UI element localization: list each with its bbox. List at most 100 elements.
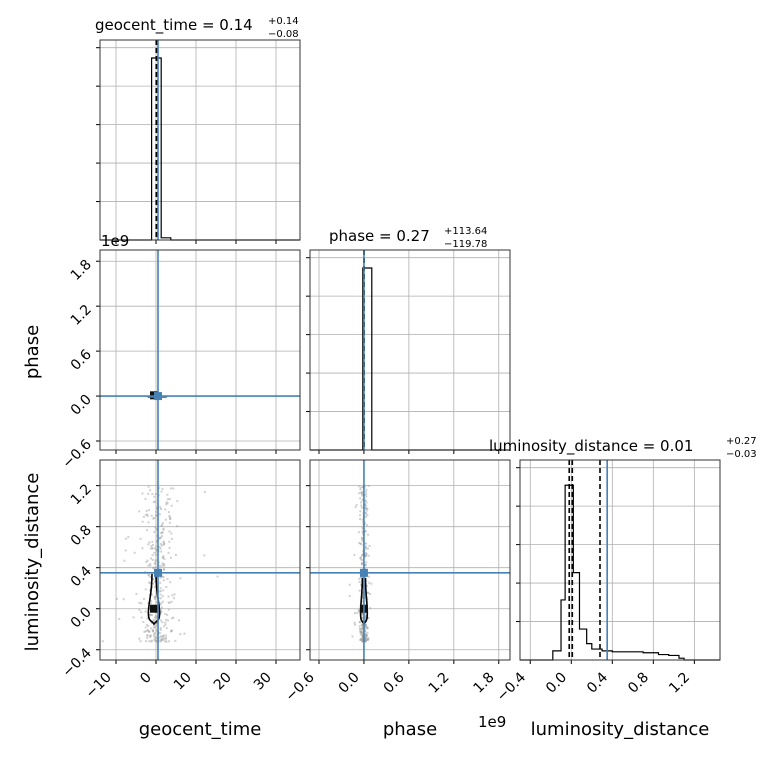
scatter-point bbox=[155, 548, 158, 551]
scatter-point bbox=[160, 490, 163, 493]
tick-label-x: −0.6 bbox=[282, 669, 317, 704]
scatter-point bbox=[164, 637, 167, 640]
scatter-point bbox=[361, 627, 364, 630]
scatter-point bbox=[365, 634, 368, 637]
scatter-point bbox=[365, 634, 368, 637]
scatter-point bbox=[169, 487, 172, 490]
scatter-point bbox=[367, 533, 370, 536]
scatter-point bbox=[161, 522, 164, 525]
scatter-point bbox=[367, 547, 370, 550]
scatter-point bbox=[141, 520, 144, 523]
scatter-point bbox=[358, 625, 361, 628]
scatter-point bbox=[154, 526, 157, 529]
scatter-point bbox=[166, 578, 169, 581]
title-geocent-time-main: geocent_time = 0.14 bbox=[95, 16, 253, 35]
title-luminosity-distance-sup: +0.27 bbox=[726, 436, 757, 447]
scatter-point bbox=[166, 493, 169, 496]
scatter-point bbox=[361, 611, 364, 614]
scatter-point bbox=[163, 568, 166, 571]
scatter-point bbox=[360, 623, 363, 626]
scatter-point bbox=[140, 602, 143, 605]
scatter-point bbox=[364, 636, 367, 639]
scatter-point bbox=[367, 484, 370, 487]
scatter-point bbox=[150, 627, 153, 630]
scatter-point bbox=[361, 636, 364, 639]
scatter-point bbox=[149, 589, 152, 592]
scatter-point bbox=[161, 531, 164, 534]
scatter-point bbox=[144, 588, 147, 591]
scatter-point bbox=[364, 617, 367, 620]
scatter-point bbox=[154, 559, 157, 562]
scatter-point bbox=[147, 573, 150, 576]
scatter-point bbox=[150, 639, 153, 642]
scatter-point bbox=[365, 512, 368, 515]
tick-label-y: 0.0 bbox=[68, 392, 95, 419]
scatter-point bbox=[362, 550, 365, 553]
scatter-point bbox=[167, 511, 170, 514]
scatter-point bbox=[133, 551, 136, 554]
scatter-point bbox=[154, 493, 157, 496]
scatter-point bbox=[369, 607, 372, 610]
scatter-point bbox=[356, 611, 359, 614]
scatter-point bbox=[166, 498, 169, 501]
scatter-point bbox=[153, 530, 156, 533]
scatter-point bbox=[361, 640, 364, 643]
scatter-point bbox=[364, 485, 367, 488]
scatter-point bbox=[360, 576, 363, 579]
scatter-point bbox=[145, 509, 148, 512]
scatter-point bbox=[364, 640, 367, 643]
scatter-point bbox=[161, 535, 164, 538]
scatter-point bbox=[159, 542, 162, 545]
scatter-point bbox=[167, 608, 170, 611]
scatter-point bbox=[170, 532, 173, 535]
scatter-point bbox=[365, 505, 368, 508]
scatter-point bbox=[360, 613, 363, 616]
scatter-point bbox=[364, 545, 367, 548]
scatter-point bbox=[158, 513, 161, 516]
scatter-point bbox=[358, 620, 361, 623]
scatter-point bbox=[365, 507, 368, 510]
scatter-point bbox=[365, 634, 368, 637]
scatter-point bbox=[161, 595, 164, 598]
tick-label-y: 1.2 bbox=[68, 302, 95, 329]
scatter-point bbox=[359, 631, 362, 634]
scatter-point bbox=[367, 616, 370, 619]
scatter-point bbox=[162, 543, 165, 546]
scatter-point bbox=[161, 638, 164, 641]
ylabel-phase: phase bbox=[22, 325, 43, 379]
scatter-point bbox=[357, 609, 360, 612]
scatter-point bbox=[161, 635, 164, 638]
scatter-point bbox=[127, 535, 130, 538]
scatter-point bbox=[359, 638, 362, 641]
xlabel-phase: phase bbox=[383, 719, 437, 740]
title-luminosity-distance: luminosity_distance = 0.01 +0.27 −0.03 bbox=[489, 436, 757, 460]
scatter-point bbox=[164, 508, 167, 511]
scatter-point bbox=[138, 601, 141, 604]
scatter-point bbox=[152, 619, 155, 622]
scatter-point bbox=[142, 598, 145, 601]
scatter-point bbox=[362, 637, 365, 640]
scatter-point bbox=[361, 554, 364, 557]
scatter-point bbox=[354, 623, 357, 626]
scatter-point bbox=[152, 501, 155, 504]
scatter-point bbox=[176, 500, 179, 503]
scatter-point bbox=[155, 528, 158, 531]
scatter-point bbox=[153, 547, 156, 550]
scatter-point bbox=[150, 640, 153, 643]
scatter-point bbox=[364, 504, 367, 507]
tick-label-y: 0.0 bbox=[68, 604, 95, 631]
scatter-point bbox=[163, 558, 166, 561]
truth-marker bbox=[359, 568, 368, 577]
scatter-point bbox=[154, 500, 157, 503]
scatter-point bbox=[158, 536, 161, 539]
scatter-point bbox=[144, 497, 147, 500]
scatter-point bbox=[154, 639, 157, 642]
scatter-point bbox=[146, 629, 149, 632]
scatter-point bbox=[146, 629, 149, 632]
scatter-point bbox=[366, 631, 369, 634]
scatter-point bbox=[358, 577, 361, 580]
scatter-point bbox=[142, 621, 145, 624]
scatter-point bbox=[361, 538, 364, 541]
scatter-point bbox=[139, 537, 142, 540]
